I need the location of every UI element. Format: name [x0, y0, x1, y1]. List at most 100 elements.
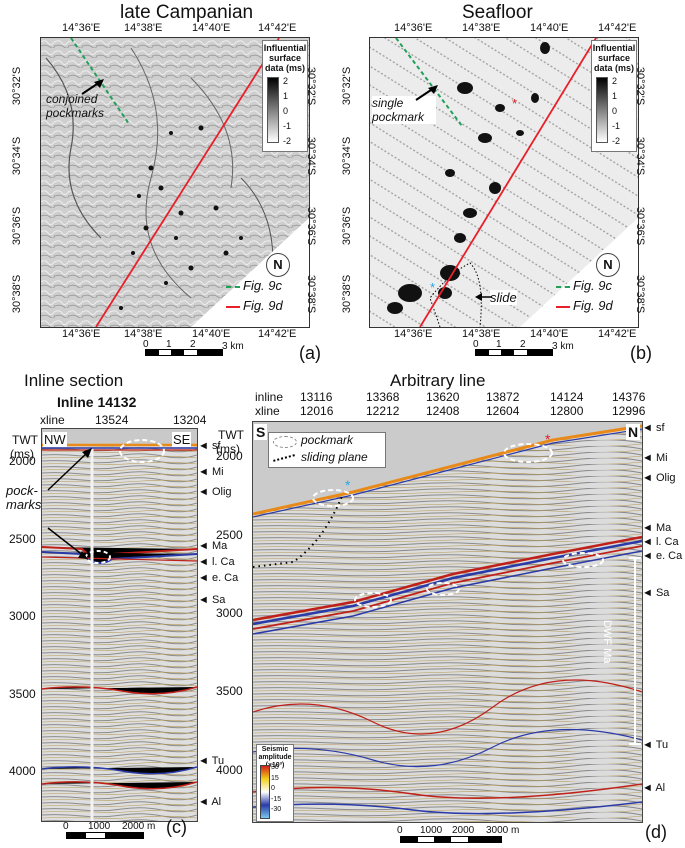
panel-c-scale-0: 0	[63, 821, 69, 832]
panel-c-annotation: pock-marks	[6, 483, 42, 512]
panel-d-twt-2500: 2500	[216, 528, 243, 542]
panel-b-slide-label: slide	[490, 290, 517, 305]
panel-b-bottom-lon-1: 14°36'E	[394, 328, 433, 340]
panel-d-xline-5: 12800	[550, 404, 584, 418]
panel-d-title: Arbitrary line	[390, 371, 486, 390]
panel-a-lat-left-4: 30°38'S	[11, 274, 24, 314]
panel-d-horizon-label: Mi	[655, 452, 668, 464]
panel-d-amp-tick: -15	[271, 795, 282, 803]
panel-d-horizon-mi: ◄ Mi	[642, 452, 668, 464]
panel-c-horizon-ma: ◄ Ma	[198, 540, 228, 552]
panel-b-top-lon-1: 14°36'E	[394, 22, 433, 34]
panel-b-lat-right-3: 30°36'S	[634, 206, 647, 246]
panel-d-horizon-label: sf	[655, 422, 665, 434]
panel-d-horizon-sa: ◄ Sa	[642, 587, 670, 599]
panel-a-top-lon-2: 14°38'E	[124, 22, 163, 34]
panel-b-bottom-lon-4: 14°42'E	[598, 328, 637, 340]
panel-b-lat-left-2: 30°34'S	[341, 136, 354, 176]
panel-c-horizon-lca: ◄ l. Ca	[198, 556, 235, 568]
panel-d-twt-3500: 3500	[216, 684, 243, 698]
panel-d-xline-3: 12408	[426, 404, 460, 418]
panel-c-xline-2: 13204	[173, 413, 207, 427]
panel-d-horizon-label: Olig	[655, 472, 676, 484]
panel-a-legend: Influential surface data (ms) 2 1 0 -1 -…	[262, 40, 308, 152]
panel-c-scale-1: 1000	[88, 821, 111, 832]
svg-text:*: *	[345, 477, 351, 493]
panel-b-lat-right-4: 30°38'S	[634, 274, 647, 314]
panel-b-slide-arrow	[475, 293, 492, 301]
panel-c-twt-label: TWT	[12, 433, 38, 447]
panel-c-xline-1: 13524	[95, 413, 129, 427]
panel-d-amp-tick: 0	[271, 785, 275, 792]
panel-c-horizon-label: Al	[211, 796, 222, 808]
panel-c-horizon-sf: ◄ sf	[198, 440, 221, 452]
panel-a-bottom-lon-2: 14°38'E	[124, 328, 163, 340]
panel-a-annotation: conjoined pockmarks	[46, 92, 105, 120]
panel-b-legend-tick: 2	[612, 76, 618, 86]
panel-b-bottom-lon-3: 14°40'E	[530, 328, 569, 340]
panel-d-horizon-ma: ◄ Ma	[642, 522, 672, 534]
panel-b-scale-3: 3 km	[552, 341, 574, 352]
panel-d-amp-tick: 15	[271, 774, 279, 782]
panel-d-inline-6: 14376	[612, 390, 646, 404]
panel-d-horizon-label: Al	[655, 782, 666, 794]
panel-d-twt-4000: 4000	[216, 763, 243, 777]
panel-a-lat-right-4: 30°38'S	[305, 274, 318, 314]
panel-b-scale-0: 0	[473, 339, 479, 350]
panel-a-top-lon-3: 14°40'E	[192, 22, 231, 34]
panel-d-xline-label: xline	[255, 404, 280, 418]
panel-b-title: Seafloor	[462, 2, 533, 23]
panel-b-legend-line-c	[556, 286, 570, 288]
panel-c-seismic-graphic	[42, 429, 197, 821]
panel-b-legend-tick: -2	[612, 136, 621, 146]
panel-d-amplitude-title: Seismic amplitude (x10³)	[258, 746, 292, 769]
panel-d-s-label: S	[254, 424, 268, 440]
panel-d-xline-2: 12212	[366, 404, 400, 418]
panel-c-horizon-al: ◄ Al	[198, 796, 222, 808]
panel-a-lat-left-1: 30°32'S	[11, 66, 24, 106]
panel-d-scale-1: 1000	[420, 825, 443, 836]
panel-b-lat-left-1: 30°32'S	[341, 66, 354, 106]
panel-c-horizon-eca: ◄ e. Ca	[198, 572, 239, 584]
panel-a-lat-left-3: 30°36'S	[11, 206, 24, 246]
panel-d-horizon-lca: ◄ l. Ca	[642, 536, 679, 548]
panel-b-legend: Influential surface data (ms) 2 1 0 -1 -…	[591, 40, 637, 152]
panel-d-inline-4: 13872	[486, 390, 520, 404]
panel-c-twt-3500: 3500	[9, 687, 36, 701]
panel-d-amp-tick: -30	[271, 806, 282, 813]
panel-b-annotation: single pockmark	[372, 96, 436, 124]
panel-d-amp-tick: 30	[271, 764, 279, 771]
panel-c-ms-label: (ms)	[10, 447, 34, 461]
panel-d-horizon-al: ◄ Al	[642, 782, 666, 794]
panel-b-legend-title: Influential surface data (ms)	[592, 43, 636, 73]
panel-d-scalebar	[400, 836, 502, 843]
panel-d-horizon-sf: ◄ sf	[642, 422, 665, 434]
panel-c-title: Inline section	[24, 371, 124, 390]
panel-d-horizon-tu: ◄ Tu	[642, 739, 669, 751]
panel-d-legend-sliding: sliding plane	[301, 450, 368, 464]
panel-d-xline-4: 12604	[486, 404, 520, 418]
svg-text:*: *	[512, 96, 517, 111]
panel-d-amplitude-legend: Seismic amplitude (x10³) 30 15 0 -15 -30	[256, 744, 294, 822]
panel-c-horizon-label: Olig	[211, 486, 232, 498]
panel-c-twt-4000: 4000	[9, 764, 36, 778]
panel-d-inline-2: 13368	[366, 390, 400, 404]
panel-a-bottom-lon-3: 14°40'E	[192, 328, 231, 340]
panel-d-scale-0: 0	[397, 825, 403, 836]
panel-c-label: (c)	[166, 817, 187, 837]
panel-a-bottom-lon-4: 14°42'E	[258, 328, 297, 340]
panel-b-legend-line-d-label: Fig. 9d	[573, 298, 613, 313]
panel-d-legend-sliding-icon	[273, 454, 295, 462]
panel-b-legend-tick: 0	[612, 106, 618, 116]
panel-c-seismic-section	[41, 428, 198, 822]
panel-c-horizon-mi: ◄ Mi	[198, 466, 224, 478]
panel-b-lat-left-3: 30°36'S	[341, 206, 354, 246]
panel-d-ms-label: (ms)	[216, 442, 240, 456]
panel-b-bottom-lon-2: 14°38'E	[462, 328, 501, 340]
panel-c-horizon-sa: ◄ Sa	[198, 594, 226, 606]
panel-d-inline-1: 13116	[300, 390, 333, 404]
panel-d-horizon-label: Ma	[655, 522, 672, 534]
panel-b-legend-tick: 1	[612, 91, 618, 101]
panel-d-amplitude-colorbar	[260, 765, 270, 819]
panel-b-scale-1: 1	[496, 339, 502, 350]
